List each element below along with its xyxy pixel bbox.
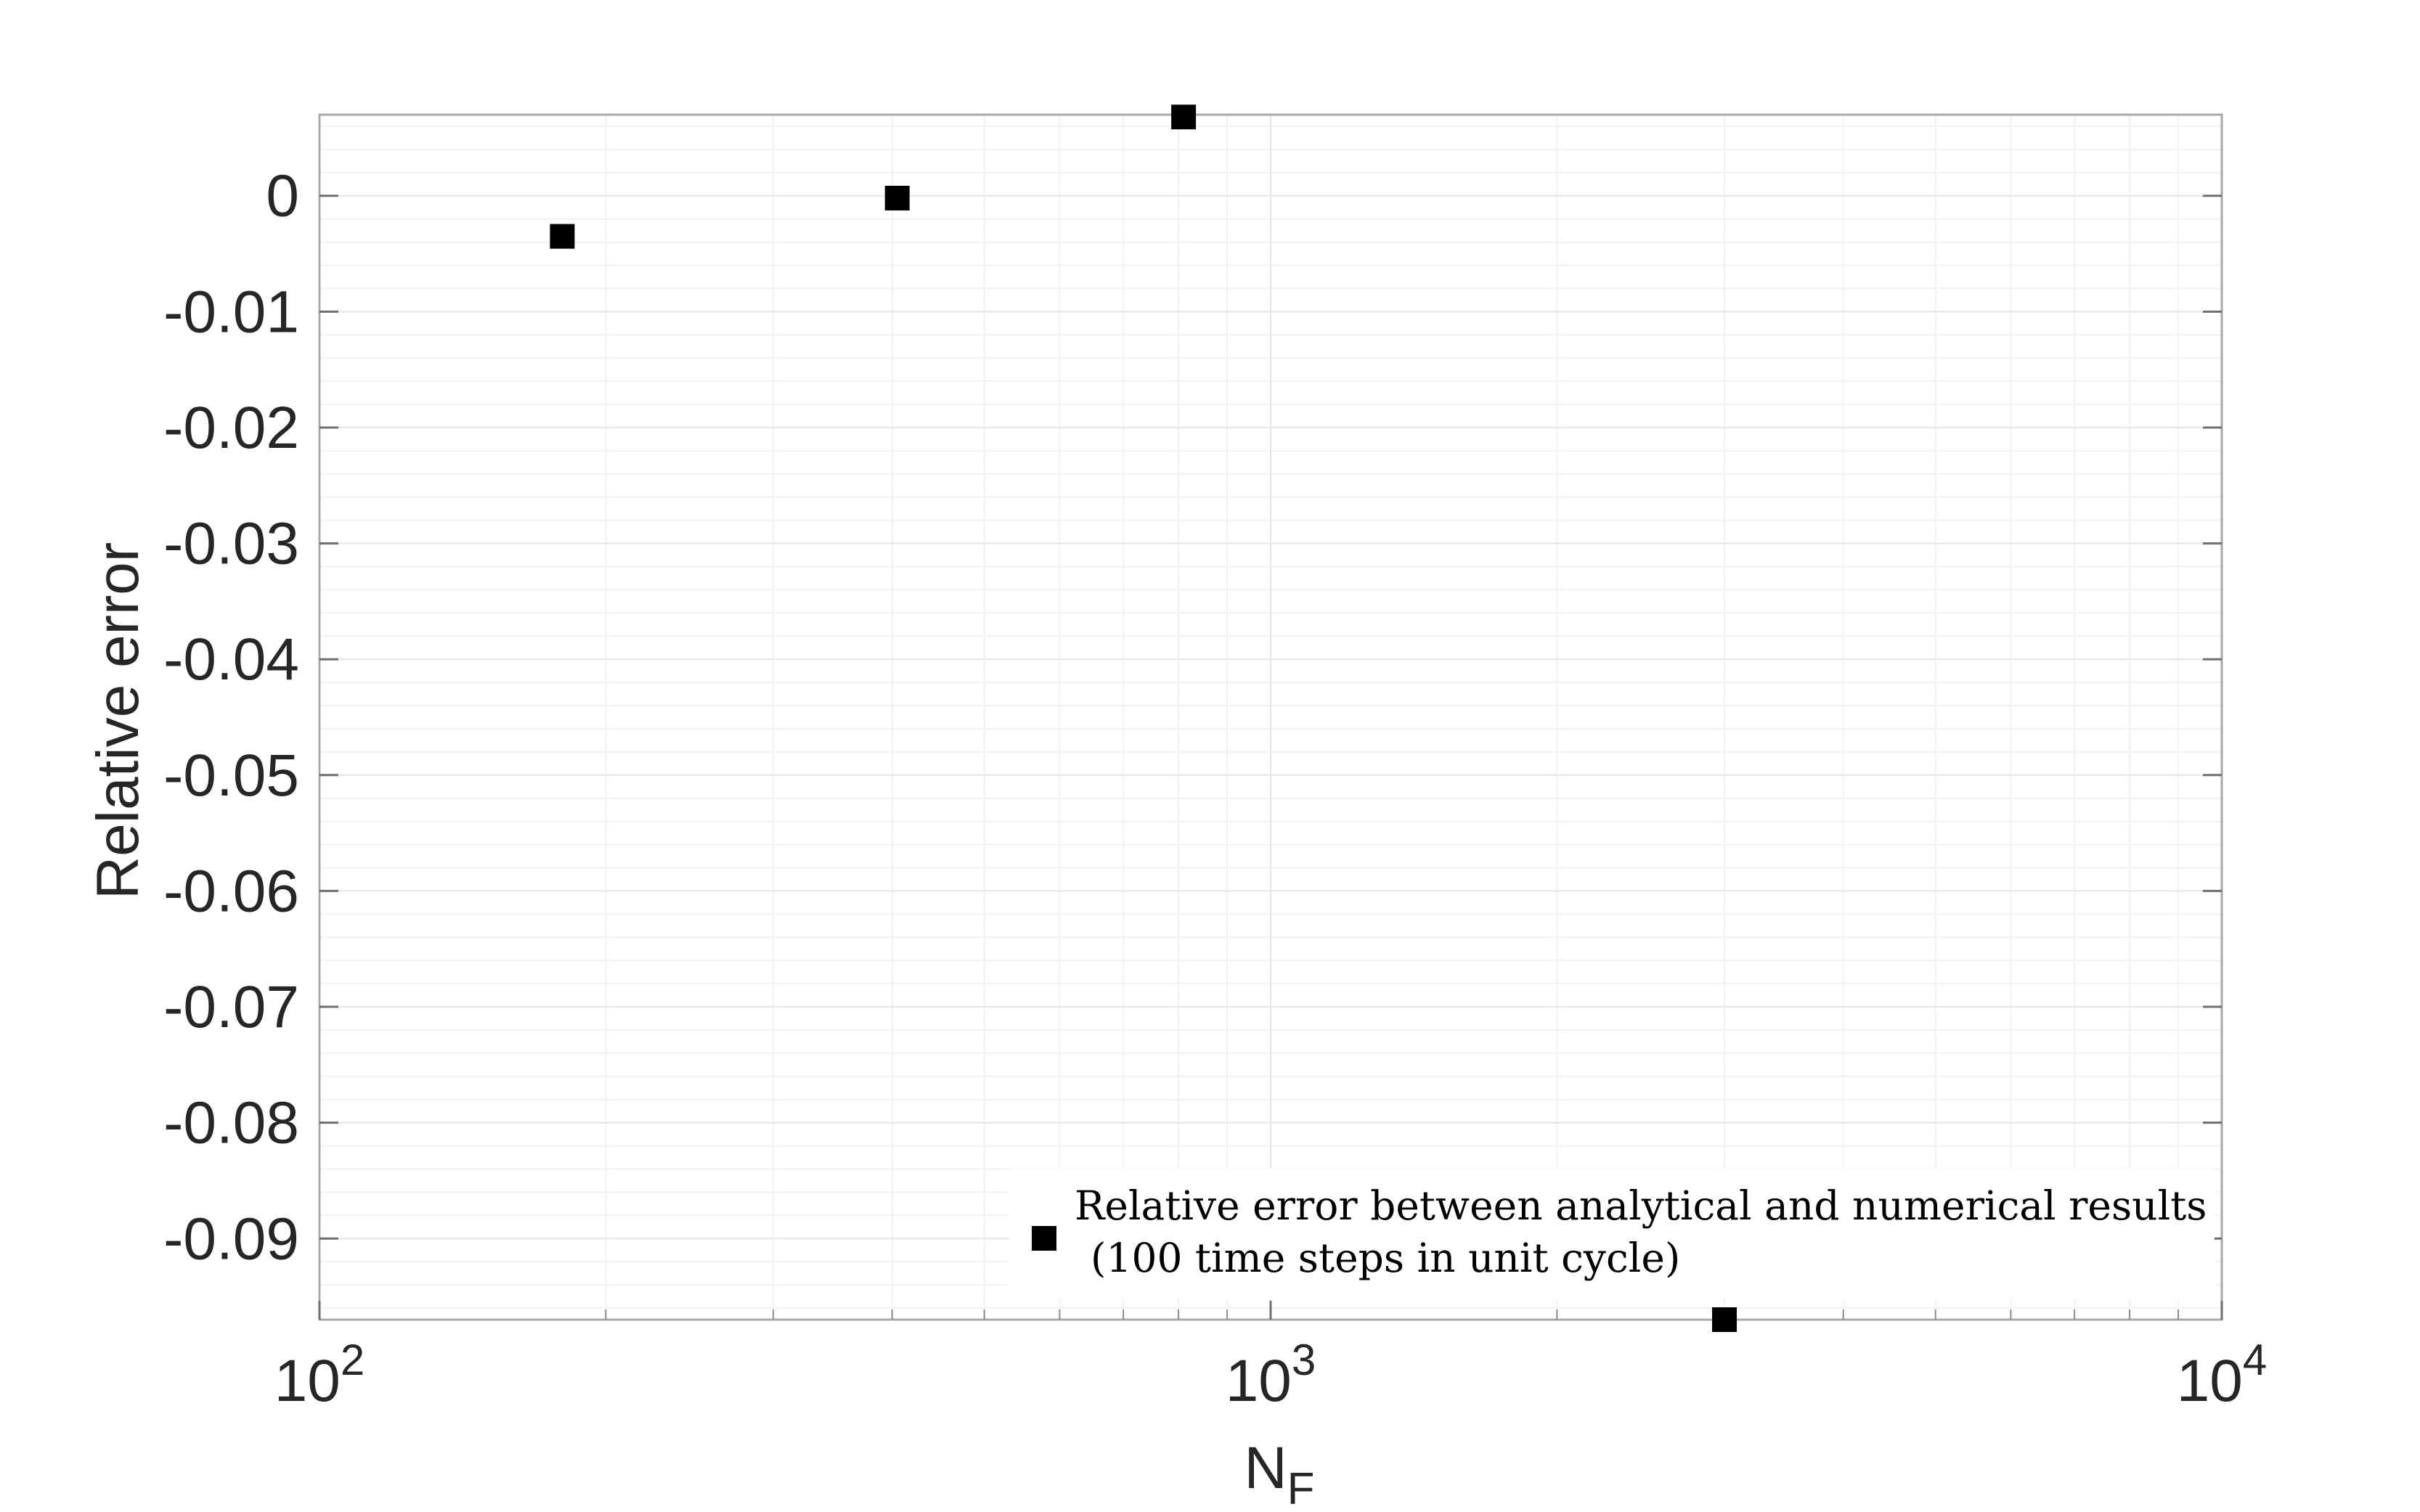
x-tick-label: 104 [2177, 1336, 2268, 1414]
x-tick-label: 103 [1226, 1336, 1316, 1414]
x-tick-label-base: 10 [2177, 1348, 2243, 1414]
y-tick-label: -0.02 [163, 395, 299, 461]
data-point [884, 185, 910, 211]
y-tick-label: -0.06 [163, 858, 299, 924]
data-points [550, 105, 1737, 1332]
legend-marker [1032, 1226, 1056, 1251]
legend: Relative error between analytical and nu… [1009, 1169, 2215, 1299]
y-tick-label: -0.03 [163, 511, 299, 577]
x-tick-label-base: 10 [274, 1348, 341, 1414]
y-tick-label: -0.04 [163, 626, 299, 692]
data-point [1171, 105, 1197, 130]
x-axis-title: NF [1244, 1435, 1314, 1512]
y-tick-labels: 0 -0.01 -0.02 -0.03 -0.04 -0.05 -0.06 -0.07 -0.0… [163, 163, 299, 1272]
legend-label-line1: Relative error between analytical and nu… [1075, 1182, 2207, 1229]
data-point [550, 224, 575, 249]
x-tick-labels: 102 103 104 [274, 1336, 2268, 1414]
y-tick-label: -0.09 [163, 1206, 299, 1272]
data-point [1712, 1307, 1737, 1332]
y-tick-label: 0 [266, 163, 299, 229]
x-tick-label-exponent: 3 [1292, 1336, 1316, 1384]
legend-label-line2: (100 time steps in unit cycle) [1091, 1235, 1680, 1281]
y-tick-label: -0.01 [163, 279, 299, 345]
x-tick-label: 102 [274, 1336, 365, 1414]
y-tick-label: -0.05 [163, 743, 299, 809]
y-tick-label: -0.07 [163, 974, 299, 1040]
x-axis-title-base: N [1244, 1435, 1287, 1501]
x-axis-title-subscript: F [1287, 1464, 1315, 1512]
y-tick-label: -0.08 [163, 1090, 299, 1156]
x-tick-label-exponent: 4 [2243, 1336, 2267, 1384]
x-tick-label-exponent: 2 [341, 1336, 364, 1384]
x-tick-label-base: 10 [1226, 1348, 1292, 1414]
legend-background [1009, 1169, 2215, 1299]
y-axis-title: Relative error [85, 542, 151, 899]
